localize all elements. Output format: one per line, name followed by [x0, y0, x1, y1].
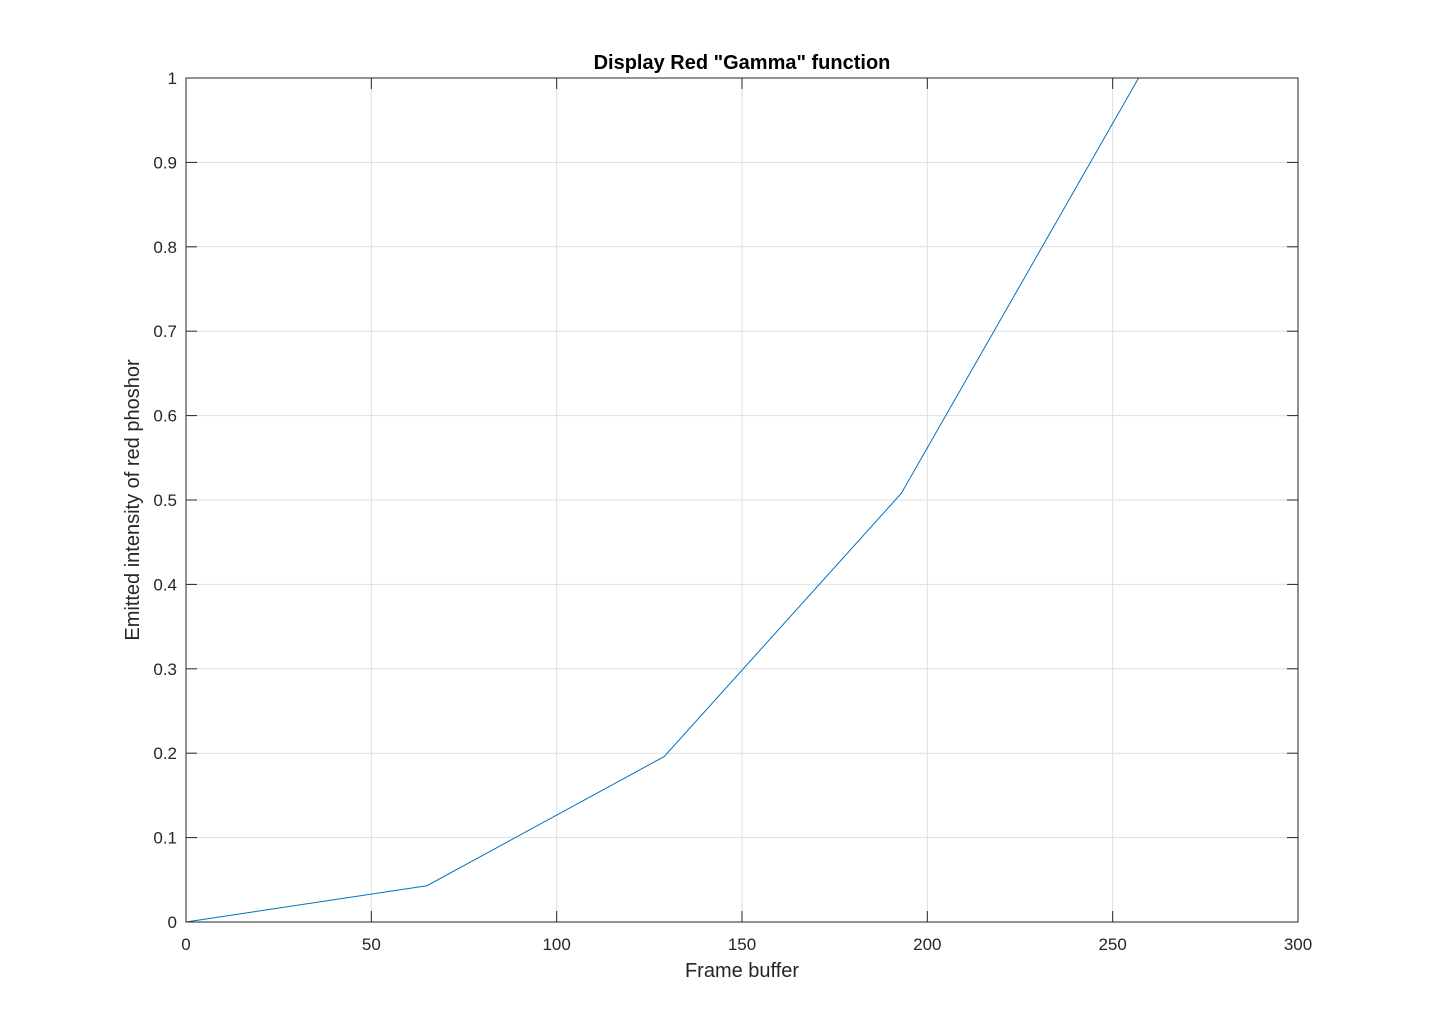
y-tick-label: 0.4 [153, 575, 177, 594]
x-tick-label: 0 [181, 935, 190, 954]
y-tick-label: 1 [168, 69, 177, 88]
y-tick-label: 0.3 [153, 660, 177, 679]
x-tick-label: 300 [1284, 935, 1312, 954]
y-tick-label: 0.6 [153, 407, 177, 426]
x-tick-label: 150 [728, 935, 756, 954]
chart-title: Display Red "Gamma" function [594, 52, 891, 74]
y-tick-label: 0.7 [153, 322, 177, 341]
x-axis-label: Frame buffer [685, 960, 799, 982]
tick-marks [185, 77, 1299, 923]
y-tick-labels: 0 0.1 0.2 0.3 0.4 0.5 0.6 0.7 0.8 0.9 1 [153, 69, 177, 932]
series-line [185, 77, 1140, 923]
x-tick-label: 100 [542, 935, 570, 954]
series-group [185, 77, 1140, 923]
y-tick-label: 0.1 [153, 829, 177, 848]
y-tick-label: 0.8 [153, 238, 177, 257]
y-tick-label: 0 [168, 913, 177, 932]
y-tick-label: 0.9 [153, 153, 177, 172]
x-tick-label: 200 [913, 935, 941, 954]
y-tick-label: 0.2 [153, 744, 177, 763]
x-tick-labels: 0 50 100 150 200 250 300 [181, 935, 1312, 954]
x-tick-label: 250 [1098, 935, 1126, 954]
y-tick-label: 0.5 [153, 491, 177, 510]
y-axis-label: Emitted intensity of red phoshor [122, 359, 144, 641]
x-tick-label: 50 [362, 935, 381, 954]
